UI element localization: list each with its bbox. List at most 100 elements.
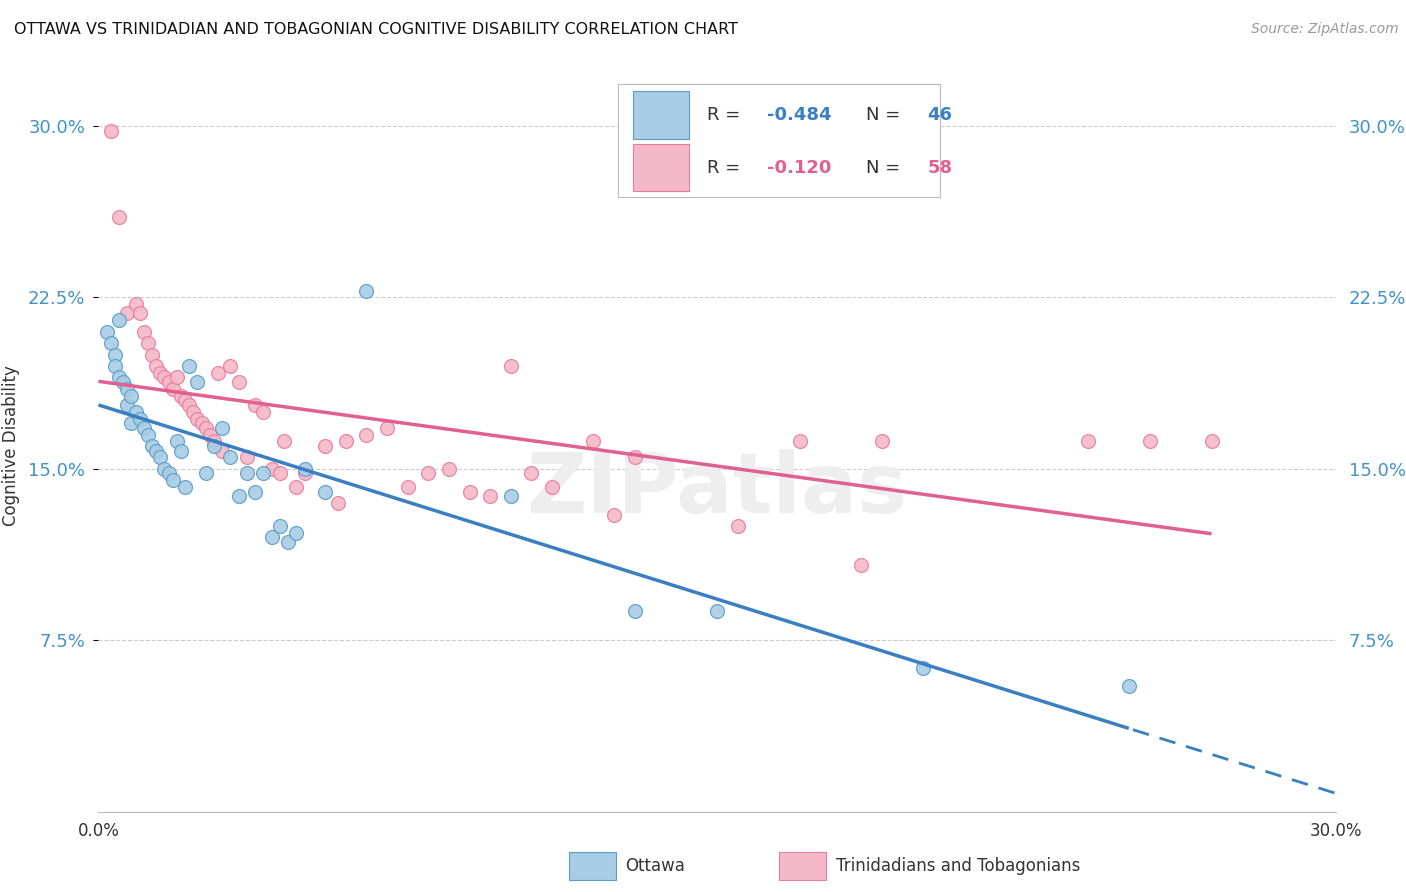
Text: Ottawa: Ottawa bbox=[626, 857, 685, 875]
Point bbox=[128, 306, 150, 320]
Point bbox=[294, 467, 316, 481]
Point bbox=[285, 480, 308, 494]
Point bbox=[141, 347, 163, 362]
Point bbox=[228, 375, 250, 389]
Point bbox=[851, 558, 873, 572]
Point bbox=[582, 434, 605, 449]
Point bbox=[120, 389, 142, 403]
FancyBboxPatch shape bbox=[633, 91, 689, 139]
Point bbox=[202, 439, 225, 453]
Point bbox=[520, 467, 543, 481]
Text: -0.120: -0.120 bbox=[766, 159, 831, 177]
Point bbox=[314, 439, 336, 453]
Point bbox=[314, 484, 336, 499]
Point bbox=[273, 434, 295, 449]
Text: R =: R = bbox=[707, 106, 747, 124]
FancyBboxPatch shape bbox=[619, 84, 939, 197]
Point bbox=[396, 480, 419, 494]
Point bbox=[211, 443, 233, 458]
Point bbox=[186, 375, 208, 389]
Point bbox=[162, 382, 184, 396]
Text: N =: N = bbox=[866, 159, 905, 177]
Point bbox=[623, 603, 645, 617]
Point bbox=[219, 450, 242, 465]
Point bbox=[108, 370, 131, 384]
Point bbox=[198, 427, 221, 442]
Point bbox=[104, 347, 127, 362]
Point bbox=[277, 535, 299, 549]
Point bbox=[170, 389, 193, 403]
Point bbox=[149, 450, 172, 465]
Point bbox=[603, 508, 626, 522]
Point bbox=[145, 443, 167, 458]
Y-axis label: Cognitive Disability: Cognitive Disability bbox=[1, 366, 20, 526]
Point bbox=[117, 382, 139, 396]
Point bbox=[219, 359, 242, 373]
Point bbox=[104, 359, 127, 373]
Point bbox=[157, 375, 180, 389]
Point bbox=[437, 462, 460, 476]
Text: 46: 46 bbox=[928, 106, 952, 124]
Point bbox=[181, 405, 204, 419]
Point bbox=[912, 661, 935, 675]
FancyBboxPatch shape bbox=[568, 852, 616, 880]
Point bbox=[136, 336, 159, 351]
Point bbox=[141, 439, 163, 453]
Text: Source: ZipAtlas.com: Source: ZipAtlas.com bbox=[1251, 22, 1399, 37]
Point bbox=[1077, 434, 1099, 449]
Point bbox=[335, 434, 357, 449]
Point bbox=[174, 393, 197, 408]
Point bbox=[202, 434, 225, 449]
Text: Trinidadians and Tobagonians: Trinidadians and Tobagonians bbox=[835, 857, 1080, 875]
Point bbox=[228, 489, 250, 503]
Point bbox=[252, 467, 274, 481]
Point bbox=[1118, 679, 1140, 693]
Point bbox=[190, 416, 212, 430]
FancyBboxPatch shape bbox=[633, 144, 689, 192]
Point bbox=[207, 366, 229, 380]
Text: 58: 58 bbox=[928, 159, 952, 177]
Point bbox=[260, 530, 283, 544]
Point bbox=[479, 489, 502, 503]
Point bbox=[166, 434, 188, 449]
Point bbox=[706, 603, 728, 617]
Point bbox=[145, 359, 167, 373]
Point bbox=[375, 420, 398, 434]
Point bbox=[100, 336, 122, 351]
Point bbox=[1139, 434, 1161, 449]
Point bbox=[132, 325, 155, 339]
Point bbox=[108, 211, 131, 225]
Point bbox=[499, 359, 522, 373]
Point bbox=[108, 313, 131, 327]
Text: ZIPatlas: ZIPatlas bbox=[527, 450, 907, 531]
Point bbox=[1201, 434, 1223, 449]
Point bbox=[112, 375, 135, 389]
Point bbox=[499, 489, 522, 503]
Point bbox=[124, 405, 146, 419]
Point bbox=[243, 484, 266, 499]
Point bbox=[356, 427, 378, 442]
Point bbox=[153, 370, 176, 384]
Point bbox=[211, 420, 233, 434]
Point bbox=[179, 359, 201, 373]
Point bbox=[870, 434, 893, 449]
Point bbox=[236, 450, 259, 465]
Text: R =: R = bbox=[707, 159, 747, 177]
Point bbox=[120, 416, 142, 430]
Point bbox=[252, 405, 274, 419]
Text: OTTAWA VS TRINIDADIAN AND TOBAGONIAN COGNITIVE DISABILITY CORRELATION CHART: OTTAWA VS TRINIDADIAN AND TOBAGONIAN COG… bbox=[14, 22, 738, 37]
Point bbox=[166, 370, 188, 384]
Point bbox=[174, 480, 197, 494]
FancyBboxPatch shape bbox=[779, 852, 825, 880]
Point bbox=[100, 123, 122, 137]
Point bbox=[136, 427, 159, 442]
Point bbox=[269, 467, 291, 481]
Point bbox=[117, 398, 139, 412]
Text: N =: N = bbox=[866, 106, 905, 124]
Point bbox=[194, 420, 217, 434]
Point bbox=[458, 484, 481, 499]
Point bbox=[285, 525, 308, 540]
Point bbox=[117, 306, 139, 320]
Point bbox=[96, 325, 118, 339]
Point bbox=[124, 297, 146, 311]
